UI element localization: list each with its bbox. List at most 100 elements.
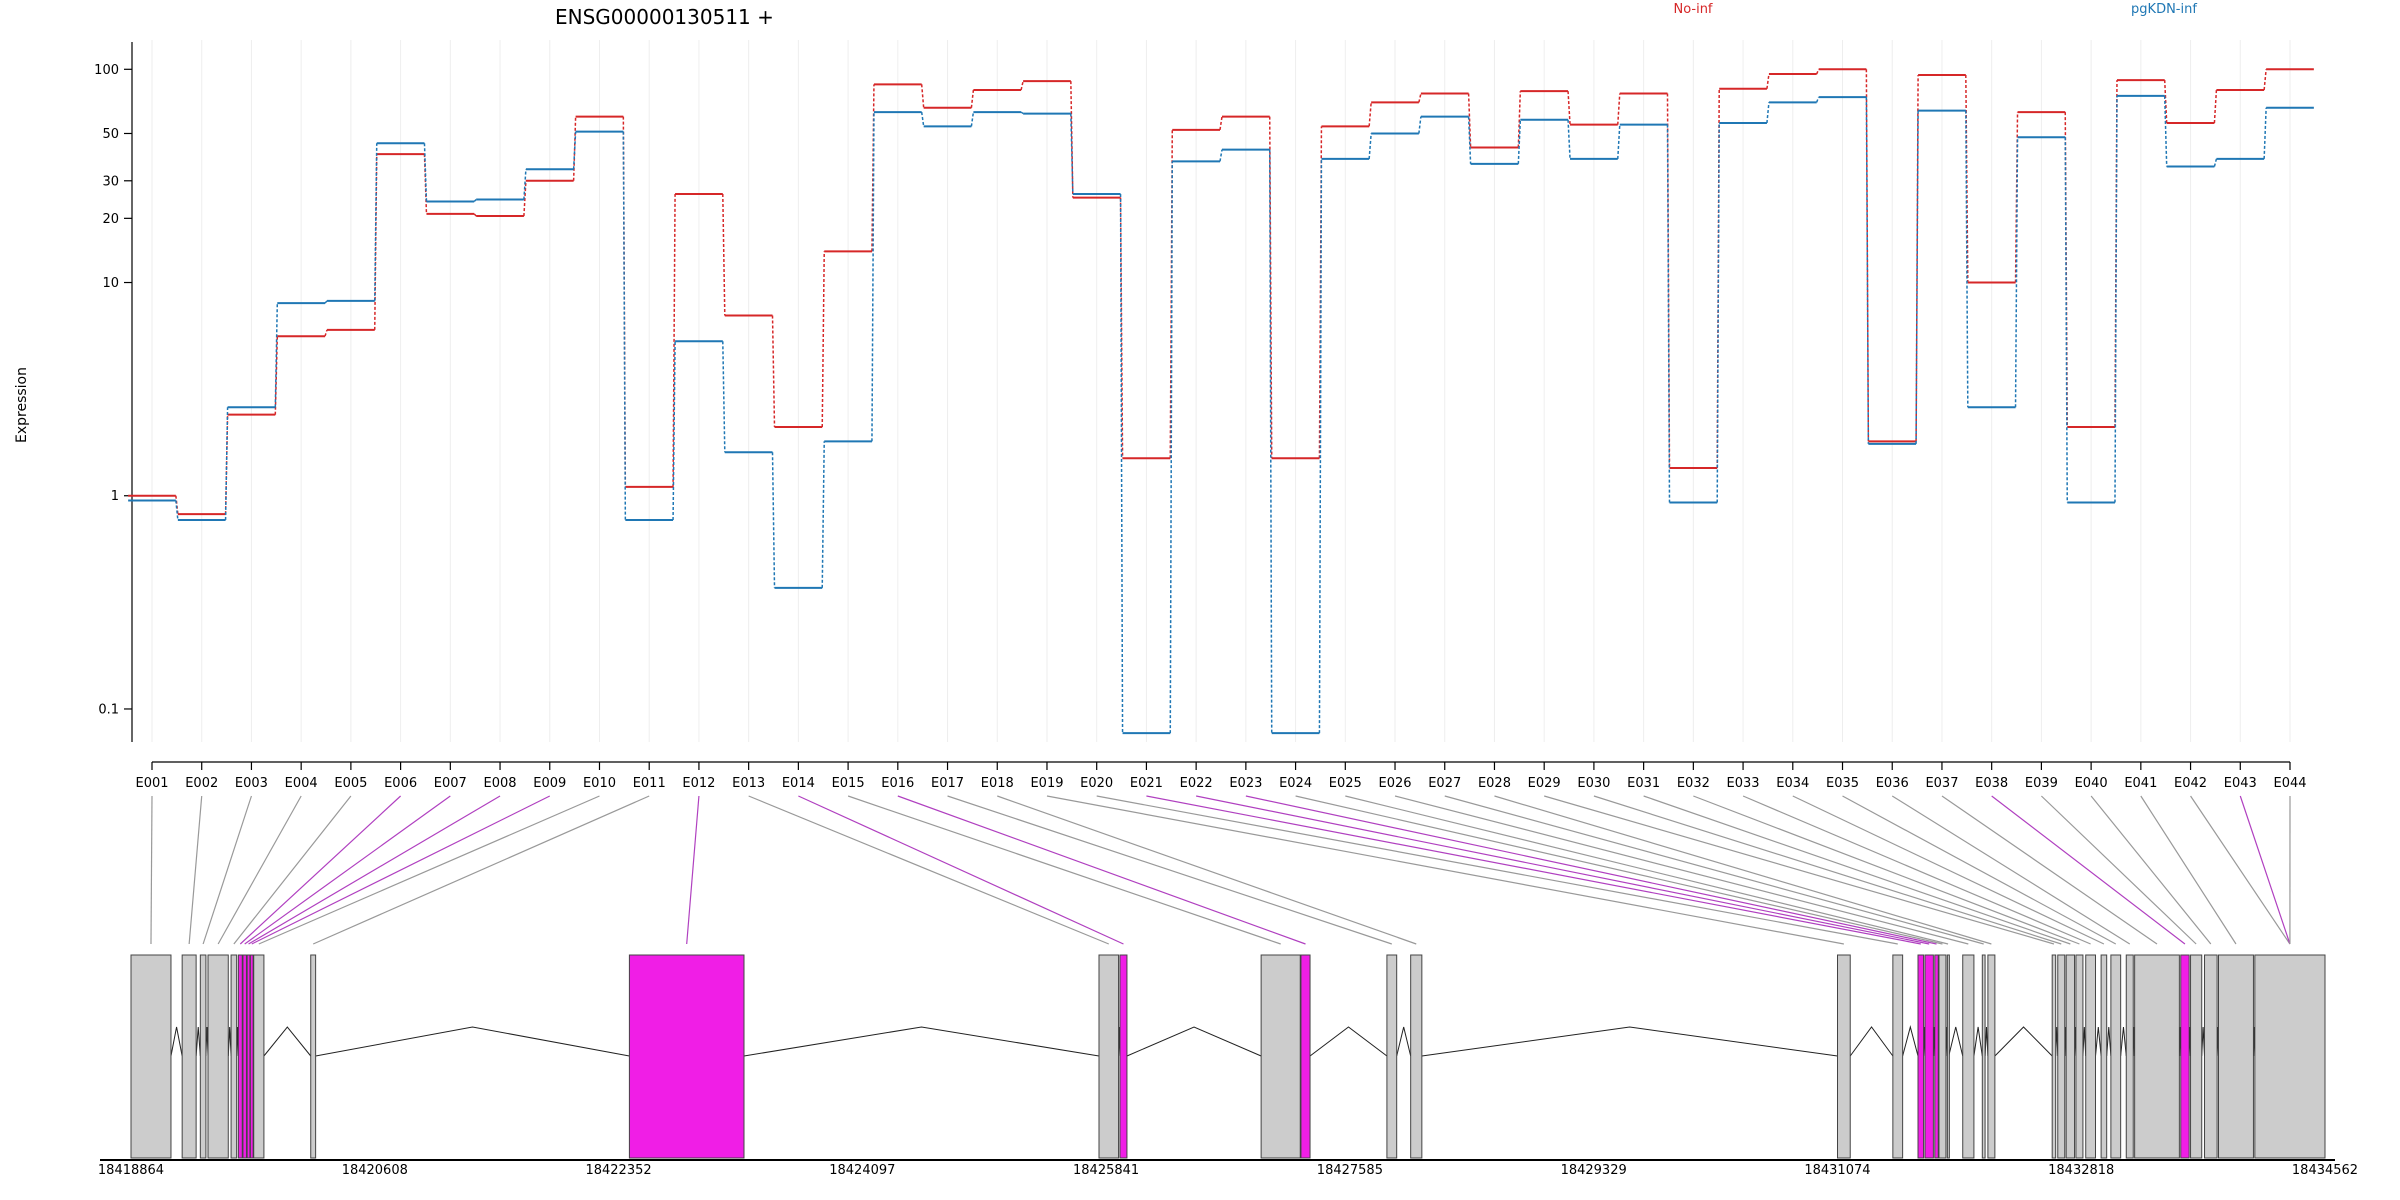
exon-connector — [2190, 795, 2291, 945]
exon-box — [207, 954, 229, 1159]
series-connector — [920, 84, 925, 108]
series-connector — [373, 143, 378, 301]
series-connector — [2014, 137, 2019, 408]
exon-box — [2051, 954, 2057, 1159]
series-connector — [722, 194, 726, 316]
x-tick-label: E022 — [1180, 776, 1213, 791]
exon-connector — [947, 795, 1392, 945]
gene-model-track — [100, 954, 2335, 1161]
series-connector — [821, 441, 825, 588]
x-tick-label: E035 — [1826, 776, 1859, 791]
exon-connector — [1842, 795, 2117, 945]
coordinate-label: 18432818 — [2048, 1163, 2114, 1178]
x-tick-label: E029 — [1528, 776, 1561, 791]
intron-line — [1309, 1026, 1388, 1057]
exon-connector — [2090, 795, 2212, 945]
y-tick-label: 10 — [102, 276, 119, 291]
series-connector — [871, 112, 875, 442]
series-connector — [1567, 119, 1571, 159]
coordinate-label: 18418864 — [98, 1163, 164, 1178]
x-tick-label: E024 — [1279, 776, 1312, 791]
series-connector — [1268, 149, 1273, 734]
series-connector — [970, 111, 975, 127]
exon-connector-lines — [150, 795, 2291, 945]
x-tick-label: E004 — [285, 776, 318, 791]
series-connector — [1716, 122, 1720, 503]
coordinate-label: 18434562 — [2292, 1163, 2358, 1178]
y-tick-label: 20 — [102, 212, 119, 227]
intron-line — [743, 1026, 1100, 1057]
series-connector — [175, 500, 179, 521]
exon-box — [242, 954, 247, 1159]
y-tick-label: 100 — [94, 63, 119, 78]
intron-line — [170, 1026, 183, 1057]
series-connector — [1169, 161, 1174, 734]
exon-box — [237, 954, 243, 1159]
series-connector — [1766, 73, 1770, 89]
intron-line — [1994, 1026, 2053, 1057]
exon-box — [628, 954, 745, 1159]
series-connector — [2163, 80, 2168, 124]
x-tick-label: E008 — [484, 776, 517, 791]
series-connector — [2263, 69, 2267, 91]
y-tick-label: 30 — [102, 174, 119, 189]
x-tick-label: E009 — [533, 776, 566, 791]
x-tick-label: E042 — [2174, 776, 2207, 791]
exon-box — [2204, 954, 2218, 1159]
exon-connector — [1593, 795, 2062, 945]
series-connector — [1865, 97, 1870, 444]
exon-connector — [2239, 795, 2291, 945]
exon-box — [2125, 954, 2134, 1159]
exon-box — [1386, 954, 1398, 1159]
series-connector — [1766, 102, 1770, 124]
exon-connector — [1146, 795, 1921, 945]
exon-connector — [1544, 795, 2055, 945]
exon-connector — [1394, 795, 1969, 945]
x-tick-label: E041 — [2124, 776, 2157, 791]
x-tick-label: E033 — [1727, 776, 1760, 791]
exon-connector — [244, 795, 451, 945]
series-1 — [128, 68, 2314, 516]
series-connector — [1020, 80, 1024, 91]
x-tick-label: E023 — [1229, 776, 1262, 791]
series-connector — [324, 300, 328, 304]
exon-box — [1260, 954, 1301, 1159]
series-connector — [2114, 95, 2118, 503]
exon-connector — [202, 795, 253, 945]
exon-box — [1119, 954, 1128, 1159]
x-tick-label: E032 — [1677, 776, 1710, 791]
exon-box — [2134, 954, 2180, 1159]
coordinate-label: 18424097 — [829, 1163, 895, 1178]
legend-entry: pgKDN-inf — [2131, 2, 2197, 17]
series-connector — [274, 303, 279, 408]
exon-box — [1938, 954, 1947, 1159]
exon-connector — [251, 795, 551, 945]
series-connector — [771, 315, 776, 428]
series-connector — [2064, 137, 2069, 503]
exon-connector — [1245, 795, 1937, 945]
x-tick-label: E040 — [2075, 776, 2108, 791]
intron-line — [1973, 1026, 1983, 1057]
exon-connector — [2040, 795, 2197, 945]
exon-connector — [1742, 795, 2091, 945]
series-connector — [473, 198, 477, 202]
intron-line — [2120, 1026, 2127, 1057]
exon-connector — [1494, 795, 1992, 945]
intron-line — [315, 1026, 630, 1057]
series-connector — [1666, 124, 1671, 503]
exon-box — [1981, 954, 1986, 1159]
series-connector — [1418, 116, 1422, 134]
series-connector — [1965, 110, 1969, 408]
coordinate-label: 18429329 — [1561, 1163, 1627, 1178]
x-tick-label: E025 — [1329, 776, 1362, 791]
exon-box — [2075, 954, 2084, 1159]
exon-connector — [1345, 795, 1949, 945]
series-connector — [722, 341, 726, 453]
series-connector — [1517, 119, 1522, 164]
x-tick-label: E030 — [1577, 776, 1610, 791]
exon-connector — [239, 795, 402, 945]
exon-connector — [748, 795, 1110, 945]
y-tick-label: 0.1 — [98, 702, 119, 717]
exon-connector — [2140, 795, 2237, 945]
